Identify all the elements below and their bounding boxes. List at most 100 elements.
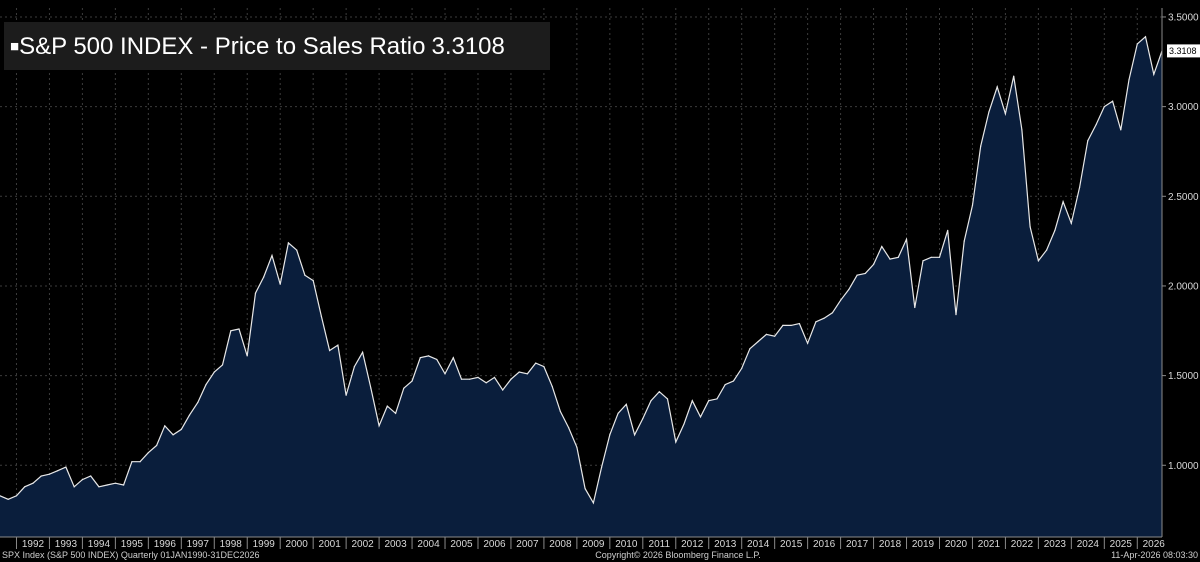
data-point: [57, 470, 59, 472]
data-point: [1103, 106, 1105, 108]
data-point: [675, 441, 677, 443]
x-tick-label: 2001: [319, 539, 342, 550]
data-point: [592, 502, 595, 504]
x-tick-label: 1996: [154, 539, 177, 550]
data-point: [427, 355, 430, 357]
data-point: [666, 398, 669, 400]
data-point: [1037, 260, 1039, 262]
data-point: [1021, 129, 1023, 131]
data-point: [221, 364, 224, 366]
chart-legend: ■S&P 500 INDEX - Price to Sales Ratio 3.3…: [4, 22, 550, 70]
y-axis: 1.0000 1.5000 2.0000 2.5000 3.0000 3.5000: [1161, 8, 1199, 537]
data-point: [873, 263, 875, 265]
data-point: [1062, 201, 1064, 203]
x-tick-label: 1999: [253, 539, 276, 550]
x-tick-label: 1995: [121, 539, 144, 550]
x-tick-label: 2008: [549, 539, 572, 550]
data-point: [980, 145, 982, 147]
data-point: [988, 111, 990, 113]
data-point: [658, 391, 660, 393]
legend-background: [4, 22, 550, 70]
data-point: [205, 384, 207, 386]
data-point: [172, 434, 174, 436]
data-point: [601, 466, 603, 468]
data-point: [897, 256, 899, 258]
data-point: [741, 367, 743, 369]
data-points: [0, 36, 1163, 504]
data-point: [1046, 249, 1048, 251]
data-point: [287, 242, 289, 244]
data-point: [106, 484, 108, 486]
data-point: [395, 412, 397, 414]
data-point: [32, 482, 34, 484]
data-point: [469, 378, 471, 380]
data-point: [864, 272, 866, 274]
data-point: [1029, 226, 1031, 228]
x-tick-label: 2024: [1077, 539, 1100, 550]
data-point: [584, 488, 586, 490]
data-point: [271, 254, 273, 257]
data-point: [493, 376, 496, 378]
legend-marker-icon: ■: [10, 38, 19, 55]
footer: SPX Index (S&P 500 INDEX) Quarterly 01JA…: [2, 550, 1198, 560]
data-point: [559, 410, 562, 413]
data-point: [650, 400, 652, 402]
x-tick-label: 2003: [384, 539, 407, 550]
data-point: [625, 403, 627, 405]
data-point: [213, 371, 215, 373]
data-point: [337, 344, 339, 346]
data-point: [419, 357, 421, 359]
data-point: [724, 384, 726, 386]
data-point: [947, 229, 949, 231]
data-point: [518, 371, 520, 373]
data-point: [147, 452, 149, 454]
data-point: [296, 249, 298, 251]
data-point: [40, 475, 42, 477]
data-point: [1004, 113, 1007, 115]
data-point: [304, 274, 306, 276]
data-point: [963, 240, 965, 242]
x-tick-label: 2016: [813, 539, 836, 550]
data-point: [378, 425, 380, 427]
data-point: [576, 446, 578, 448]
data-point: [823, 317, 825, 319]
x-tick-label: 2002: [351, 539, 374, 550]
data-point: [114, 482, 116, 484]
x-tick-label: 2019: [912, 539, 935, 550]
data-point: [164, 425, 166, 427]
x-tick-label: 2020: [945, 539, 968, 550]
data-point: [1013, 75, 1015, 77]
data-point: [180, 428, 182, 430]
data-point: [526, 373, 529, 375]
legend-last-value: 3.3108: [431, 33, 504, 60]
data-point: [683, 423, 685, 425]
x-tick-label: 1997: [187, 539, 210, 550]
data-point: [634, 434, 636, 436]
data-point: [1153, 73, 1155, 75]
data-point: [188, 414, 191, 416]
data-point: [238, 328, 240, 330]
data-point: [1054, 229, 1056, 231]
data-point: [131, 461, 133, 463]
data-point: [246, 355, 248, 357]
data-point: [1112, 100, 1114, 102]
data-point: [370, 387, 372, 389]
x-axis: 1992 1993 1994 1995 1996 1997 1998 1999 2000 2001…: [0, 536, 1165, 550]
y-tick-label: 1.0000: [1168, 461, 1199, 472]
data-point: [1120, 129, 1122, 131]
x-tick-label: 2004: [417, 539, 440, 550]
data-point: [551, 385, 553, 387]
data-point: [922, 260, 924, 262]
x-tick-label: 1998: [220, 539, 243, 550]
x-tick-label: 1993: [55, 539, 78, 550]
data-point: [510, 378, 512, 380]
data-point: [815, 321, 817, 323]
x-tick-label: 1994: [88, 539, 111, 550]
x-tick-label: 2011: [649, 539, 671, 550]
y-tick-label: 2.5000: [1168, 192, 1199, 203]
footer-copyright: Copyright© 2026 Bloomberg Finance L.P.: [595, 550, 761, 560]
x-tick-label: 2009: [582, 539, 605, 550]
y-tick-label: 3.0000: [1168, 102, 1199, 113]
x-tick-label: 2010: [615, 539, 638, 550]
